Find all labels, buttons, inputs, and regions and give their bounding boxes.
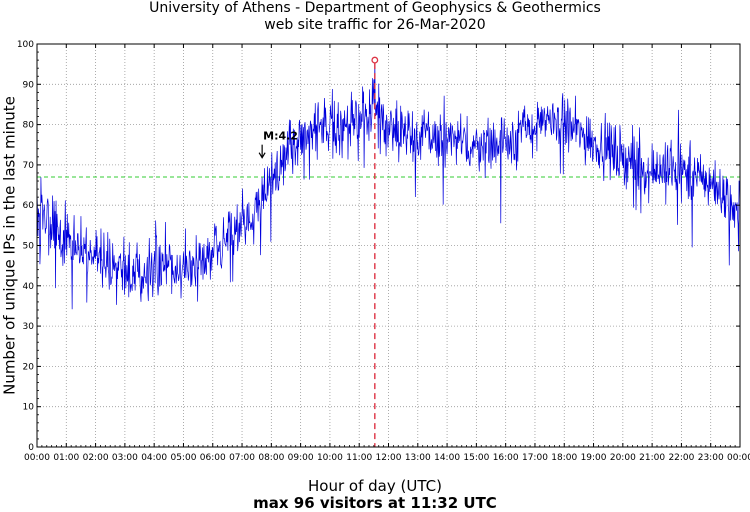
x-tick-label: 01:00 bbox=[53, 453, 79, 463]
grid bbox=[37, 44, 740, 447]
x-tick-label: 05:00 bbox=[170, 453, 196, 463]
annotation-arrow-head bbox=[258, 152, 266, 159]
x-tick-label: 22:00 bbox=[668, 453, 694, 463]
y-tick-label: 30 bbox=[23, 322, 35, 332]
series-group bbox=[36, 60, 741, 310]
y-tick-label: 40 bbox=[23, 282, 35, 292]
y-tick-label: 20 bbox=[23, 362, 35, 372]
x-tick-label: 11:00 bbox=[346, 453, 372, 463]
x-tick-label: 16:00 bbox=[493, 453, 519, 463]
annotation-group: M:4.2 bbox=[258, 130, 298, 159]
x-tick-label: 00:00 bbox=[727, 453, 750, 463]
y-tick-label: 90 bbox=[23, 80, 35, 90]
x-tick-label: 03:00 bbox=[112, 453, 138, 463]
x-tick-label: 07:00 bbox=[229, 453, 255, 463]
x-tick-label: 18:00 bbox=[551, 453, 577, 463]
x-tick-label: 10:00 bbox=[317, 453, 343, 463]
y-tick-label: 80 bbox=[23, 121, 35, 131]
x-tick-label: 20:00 bbox=[610, 453, 636, 463]
chart-subtitle: web site traffic for 26-Mar-2020 bbox=[264, 17, 486, 33]
y-tick-label: 70 bbox=[23, 161, 35, 171]
x-tick-label: 00:00 bbox=[24, 453, 50, 463]
x-tick-label: 08:00 bbox=[258, 453, 284, 463]
series-line bbox=[36, 60, 741, 310]
y-tick-label: 0 bbox=[28, 443, 34, 453]
chart-title: University of Athens - Department of Geo… bbox=[149, 0, 601, 16]
y-axis: 0 10 20 30 40 50 60 70 80 90 100 bbox=[17, 40, 740, 453]
x-tick-label: 15:00 bbox=[463, 453, 489, 463]
x-tick-label: 06:00 bbox=[200, 453, 226, 463]
x-tick-label: 19:00 bbox=[581, 453, 607, 463]
x-axis: 00:00 01:00 02:00 03:00 04:00 05:00 06:00 07:00… bbox=[24, 44, 750, 463]
y-tick-label: 50 bbox=[23, 242, 35, 252]
max-marker-point bbox=[371, 56, 379, 64]
x-axis-label: Hour of day (UTC) bbox=[308, 477, 442, 495]
x-tick-label: 09:00 bbox=[288, 453, 314, 463]
x-tick-label: 21:00 bbox=[639, 453, 665, 463]
y-tick-label: 100 bbox=[17, 40, 34, 50]
x-tick-label: 23:00 bbox=[698, 453, 724, 463]
x-tick-label: 13:00 bbox=[405, 453, 431, 463]
y-axis-label: Number of unique IPs in the last minute bbox=[0, 96, 19, 395]
y-tick-label: 60 bbox=[23, 201, 35, 211]
annotation-label: M:4.2 bbox=[263, 130, 298, 143]
max-marker-group bbox=[371, 56, 379, 447]
y-tick-label: 10 bbox=[23, 403, 35, 413]
x-tick-label: 17:00 bbox=[522, 453, 548, 463]
x-tick-label: 02:00 bbox=[83, 453, 109, 463]
x-tick-label: 04:00 bbox=[141, 453, 167, 463]
x-tick-label: 14:00 bbox=[434, 453, 460, 463]
x-tick-label: 12:00 bbox=[376, 453, 402, 463]
max-visitors-note: max 96 visitors at 11:32 UTC bbox=[253, 494, 497, 512]
